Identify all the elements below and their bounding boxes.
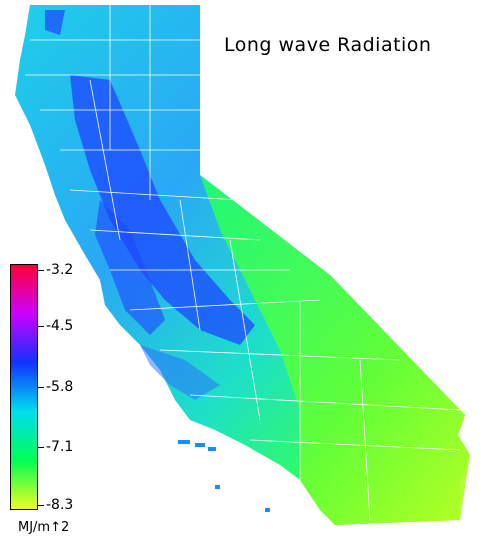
channel-islands [178, 440, 270, 512]
tick-label-5: -8.3 [46, 497, 74, 513]
coast-blue-region [95, 200, 165, 335]
south-blue-region [140, 345, 220, 400]
tick-mark-5 [38, 505, 44, 506]
tick-label-2: -4.5 [46, 318, 74, 334]
eastern-region [200, 175, 470, 525]
tick-mark-2 [38, 326, 44, 327]
county-borders [25, 5, 461, 521]
tick-label-3: -5.8 [46, 379, 74, 395]
tick-label-1: -3.2 [46, 262, 74, 278]
tick-mark-1 [38, 270, 44, 271]
colorbar [10, 264, 38, 510]
tick-mark-3 [38, 387, 44, 388]
legend-unit: MJ/m↑2 [18, 520, 70, 535]
tick-mark-4 [38, 447, 44, 448]
tick-label-4: -7.1 [46, 439, 74, 455]
central-valley-region [70, 75, 255, 345]
map-title: Long wave Radiation [224, 34, 432, 56]
north-blue-patch [45, 10, 65, 35]
